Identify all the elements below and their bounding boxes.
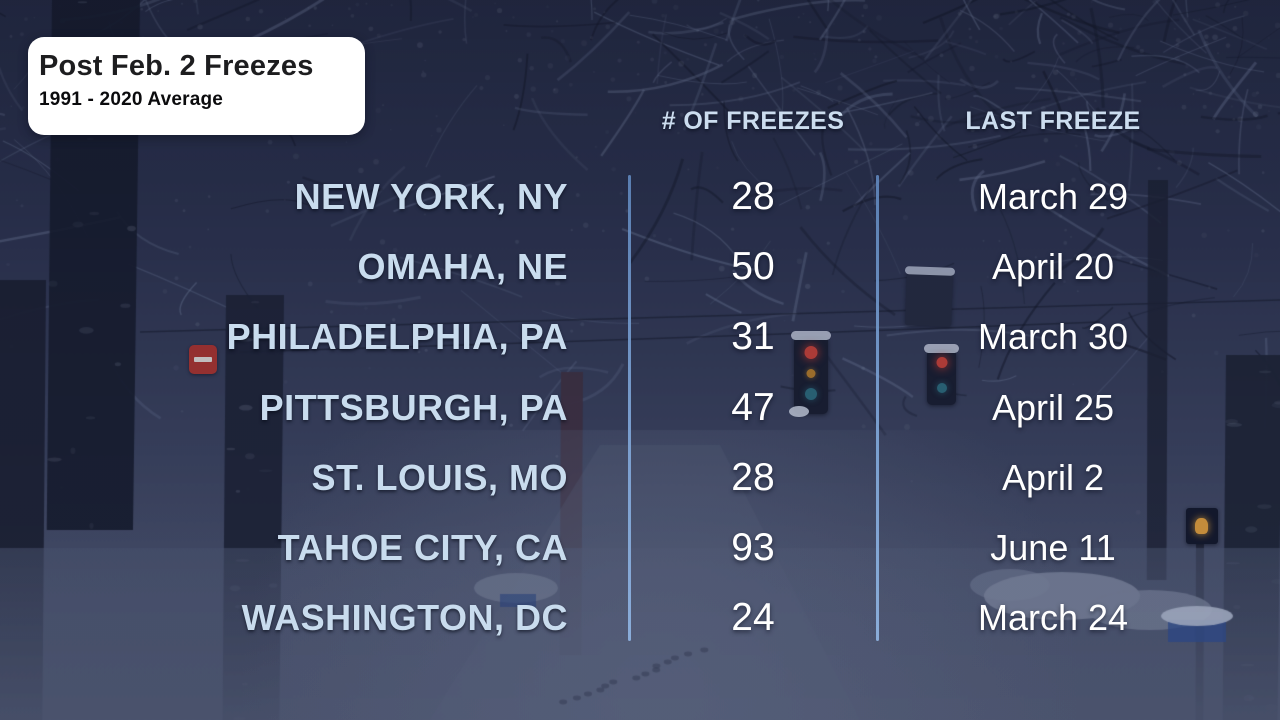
page-title: Post Feb. 2 Freezes xyxy=(39,50,314,82)
traffic-light-2-icon xyxy=(924,344,959,405)
last-freeze-date: March 24 xyxy=(977,597,1129,639)
table-row: PHILADELPHIA, PA 31 March 30 xyxy=(0,302,1280,372)
freeze-count: 93 xyxy=(731,526,775,570)
red-light-icon xyxy=(804,346,818,359)
city-label: TAHOE CITY, CA xyxy=(277,527,568,569)
column-divider-right xyxy=(876,175,879,641)
last-freeze-date: June 11 xyxy=(990,527,1116,569)
last-freeze-date: April 20 xyxy=(991,246,1115,288)
last-freeze-date: April 2 xyxy=(1001,456,1105,498)
freeze-count: 28 xyxy=(731,175,775,219)
city-label: PITTSBURGH, PA xyxy=(259,386,568,428)
city-label: OMAHA, NE xyxy=(357,246,568,288)
city-label: WASHINGTON, DC xyxy=(241,597,568,639)
red-light-icon xyxy=(936,357,947,368)
title-card: Post Feb. 2 Freezes 1991 - 2020 Average xyxy=(28,37,365,135)
amber-light-icon xyxy=(806,369,816,378)
green-light-icon xyxy=(936,383,947,393)
table-row: NEW YORK, NY 28 March 29 xyxy=(0,162,1280,232)
table-row: WASHINGTON, DC 24 March 24 xyxy=(0,583,1280,653)
city-label: PHILADELPHIA, PA xyxy=(226,316,568,358)
last-freeze-date: March 30 xyxy=(977,316,1129,358)
traffic-light-icon xyxy=(789,331,831,417)
table-row: ST. LOUIS, MO 28 April 2 xyxy=(0,443,1280,513)
freeze-count: 28 xyxy=(731,455,775,499)
pedestrian-signal-icon xyxy=(1186,508,1218,544)
last-freeze-date: April 25 xyxy=(991,386,1115,428)
table-row: PITTSBURGH, PA 47 April 25 xyxy=(0,373,1280,443)
city-label: ST. LOUIS, MO xyxy=(311,456,568,498)
freeze-count: 47 xyxy=(731,385,775,429)
green-light-icon xyxy=(805,388,817,400)
freeze-count: 31 xyxy=(731,315,775,359)
freeze-count: 50 xyxy=(731,245,775,289)
column-header-num-freezes: # OF FREEZES xyxy=(661,107,845,135)
orange-hand-icon xyxy=(1195,518,1208,534)
snow-cap xyxy=(791,331,831,340)
table-row: OMAHA, NE 50 April 20 xyxy=(0,232,1280,302)
last-freeze-date: March 29 xyxy=(977,176,1129,218)
column-divider-left xyxy=(628,175,631,641)
column-header-last-freeze: LAST FREEZE xyxy=(965,107,1141,135)
city-label: NEW YORK, NY xyxy=(294,176,568,218)
freeze-table: NEW YORK, NY 28 March 29 OMAHA, NE 50 Ap… xyxy=(0,162,1280,653)
page-subtitle: 1991 - 2020 Average xyxy=(39,89,224,110)
freeze-count: 24 xyxy=(731,596,775,640)
snow-clump xyxy=(789,406,809,417)
snow-cap xyxy=(924,344,959,353)
do-not-enter-bar xyxy=(194,357,212,362)
do-not-enter-sign-icon xyxy=(189,345,217,374)
table-row: TAHOE CITY, CA 93 June 11 xyxy=(0,513,1280,583)
